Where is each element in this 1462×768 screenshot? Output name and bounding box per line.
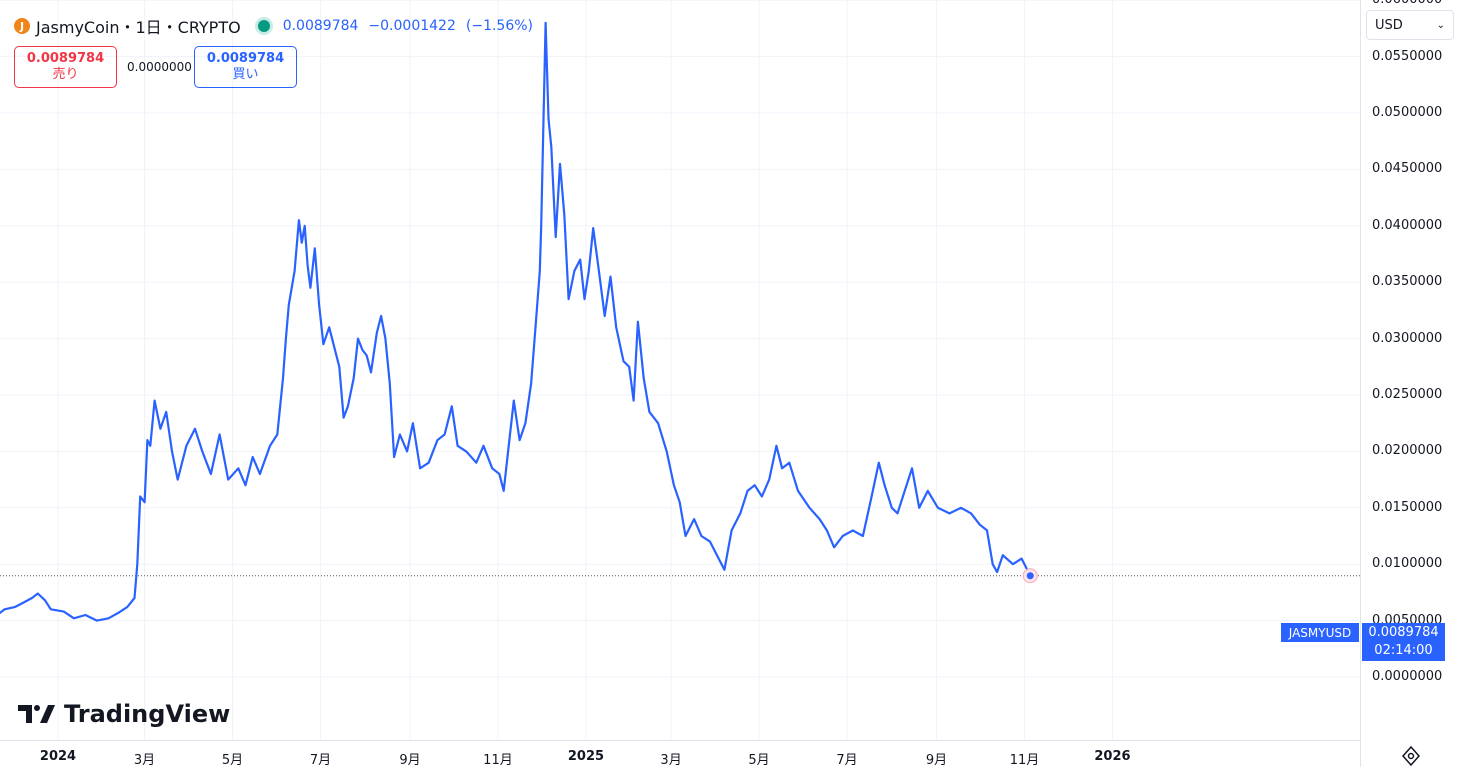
currency-value: USD — [1375, 17, 1403, 33]
tradingview-logo-text: TradingView — [64, 700, 231, 728]
y-tick-label: 0.0600000 — [1372, 0, 1442, 7]
last-point-dot — [1026, 572, 1034, 580]
sell-button[interactable]: 0.0089784 売り — [14, 46, 117, 88]
buy-button[interactable]: 0.0089784 買い — [194, 46, 297, 88]
x-tick-label: 2025 — [567, 749, 605, 764]
price-chart[interactable] — [0, 0, 1360, 740]
last-price: 0.0089784 — [282, 18, 359, 34]
y-tick-label: 0.0000000 — [1372, 669, 1443, 684]
x-tick-label: 3月 — [660, 753, 682, 768]
x-tick-label: 11月 — [1009, 753, 1040, 768]
last-price-tag: 0.0089784 02:14:00 — [1362, 623, 1445, 661]
y-tick-label: 0.0450000 — [1372, 161, 1443, 177]
price-change: −0.0001422 — [368, 18, 456, 34]
time-axis[interactable] — [0, 740, 1360, 768]
x-tick-label: 5月 — [221, 753, 244, 768]
chevron-down-icon: ⌄ — [1436, 19, 1445, 31]
y-tick-label: 0.0500000 — [1372, 105, 1443, 120]
x-tick-label: 3月 — [133, 753, 156, 768]
symbol-header: J JasmyCoin・1日・CRYPTO 0.0089784 −0.00014… — [14, 14, 533, 38]
jasmy-coin-icon: J — [14, 18, 30, 34]
x-tick-label: 7月 — [836, 753, 858, 768]
currency-select[interactable]: USD ⌄ — [1366, 10, 1454, 40]
y-tick-label: 0.0550000 — [1372, 48, 1443, 64]
bar-countdown: 02:14:00 — [1374, 643, 1433, 658]
symbol-price-tag: JASMYUSD — [1281, 623, 1359, 642]
y-tick-label: 0.0150000 — [1372, 499, 1443, 515]
tradingview-logo[interactable]: TradingView — [18, 700, 230, 728]
price-change-percent: (−1.56%) — [465, 18, 534, 34]
x-tick-label: 9月 — [399, 753, 421, 768]
buy-price: 0.0089784 — [206, 51, 285, 66]
buy-label: 買い — [232, 67, 259, 82]
y-tick-label: 0.0300000 — [1372, 330, 1443, 346]
price-axis[interactable] — [1360, 0, 1462, 767]
last-price-tag-value: 0.0089784 — [1368, 625, 1439, 640]
spread-value: 0.0000000 — [127, 60, 192, 74]
sell-price: 0.0089784 — [26, 51, 105, 66]
y-tick-label: 0.0250000 — [1372, 387, 1443, 402]
y-tick-label: 0.0400000 — [1372, 217, 1443, 233]
series-line-jasmyusd — [0, 21, 1032, 622]
x-tick-label: 11月 — [483, 753, 513, 768]
chart-area[interactable] — [0, 0, 1360, 740]
market-open-status-icon — [254, 17, 273, 35]
x-tick-label: 2026 — [1094, 749, 1131, 764]
sell-label: 売り — [52, 67, 79, 82]
x-tick-label: 9月 — [925, 753, 948, 768]
symbol-title[interactable]: JasmyCoin・1日・CRYPTO — [36, 18, 241, 37]
x-tick-label: 5月 — [748, 753, 770, 768]
x-tick-label: 7月 — [309, 753, 332, 768]
x-tick-label: 2024 — [39, 749, 77, 764]
y-tick-label: 0.0200000 — [1372, 443, 1443, 459]
y-tick-label: 0.0350000 — [1372, 274, 1443, 290]
tradingview-logo-icon — [18, 705, 55, 723]
axis-settings-icon[interactable] — [1400, 746, 1422, 766]
y-tick-label: 0.0100000 — [1372, 556, 1443, 572]
